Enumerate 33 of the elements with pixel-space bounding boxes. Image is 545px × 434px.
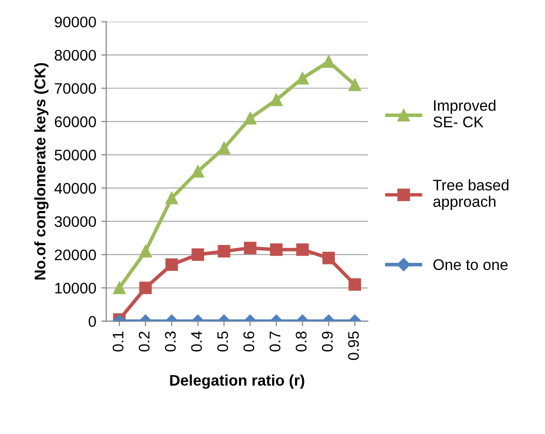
legend-label: One to one <box>433 259 508 270</box>
x-tick-label: 0.3 <box>164 332 176 352</box>
x-axis-title: Delegation ratio (r) <box>170 374 304 389</box>
legend-label: Tree based approach <box>433 179 508 210</box>
y-tick-label: 70000 <box>54 83 96 94</box>
x-tick-label: 0.1 <box>112 332 124 352</box>
x-tick-label: 0.9 <box>322 332 333 352</box>
x-tick-label: 0.7 <box>270 332 280 352</box>
y-tick-label: 0 <box>88 316 96 327</box>
x-tick-label: 0.6 <box>243 332 254 352</box>
point <box>244 112 256 124</box>
y-axis-title: No.of conglomerate keys (CK) <box>34 63 49 280</box>
point <box>322 55 335 68</box>
y-tick-label: 10000 <box>55 282 96 294</box>
point <box>296 72 309 85</box>
y-tick-label: 60000 <box>54 116 96 128</box>
point <box>192 165 204 178</box>
y-tick-label: 80000 <box>54 50 96 61</box>
point <box>218 142 230 154</box>
x-tick-label: 0.4 <box>191 331 202 352</box>
point <box>348 78 362 92</box>
y-tick-label: 50000 <box>54 150 96 160</box>
point <box>165 192 178 204</box>
x-tick-label: 0.8 <box>296 332 307 352</box>
legend-label: Improved SE- CK <box>433 100 496 128</box>
y-tick-label: 30000 <box>54 216 96 228</box>
point <box>270 94 283 106</box>
y-tick-label: 40000 <box>54 182 96 194</box>
y-tick-label: 20000 <box>54 249 96 260</box>
x-tick-label: 0.95 <box>348 332 359 360</box>
x-tick-label: 0.2 <box>138 332 150 352</box>
x-tick-label: 0.5 <box>217 332 228 352</box>
y-tick-label: 90000 <box>54 16 96 28</box>
